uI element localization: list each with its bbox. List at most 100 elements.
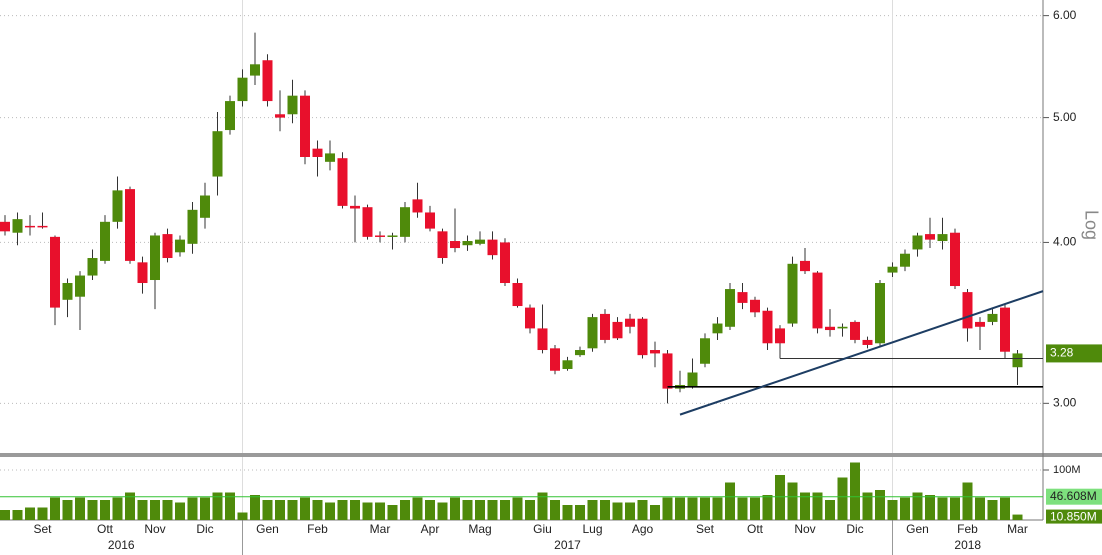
volume-bar <box>837 477 848 520</box>
volume-bar <box>800 492 810 520</box>
volume-bar <box>12 510 23 520</box>
candle-body <box>375 235 385 237</box>
volume-bar <box>562 505 573 520</box>
candle-body <box>87 258 98 276</box>
candle-body <box>700 338 710 364</box>
candle-body <box>337 158 348 206</box>
candle-body <box>650 350 660 354</box>
candle-body <box>162 234 173 259</box>
volume-bar <box>375 502 385 520</box>
candle-body <box>550 348 560 371</box>
volume-bar <box>225 492 235 520</box>
candle-body <box>900 253 910 267</box>
y-tick-label: 5.00 <box>1053 110 1077 124</box>
candle-body <box>50 236 60 308</box>
volume-bar <box>187 497 198 520</box>
volume-bar <box>700 497 710 520</box>
volume-bar <box>575 505 585 520</box>
year-label: 2017 <box>554 538 581 552</box>
candle-body <box>737 292 748 303</box>
candle-body <box>612 321 623 339</box>
candle-body <box>175 239 185 253</box>
x-tick-label: Ago <box>632 522 654 536</box>
candle-body <box>687 372 698 387</box>
x-tick-label: Nov <box>794 522 815 536</box>
candle-body <box>325 153 335 162</box>
volume-bar <box>725 482 735 520</box>
volume-bar <box>100 500 110 520</box>
volume-bar <box>900 497 910 520</box>
volume-bar <box>450 497 460 520</box>
volume-bar <box>275 500 285 520</box>
candle-body <box>312 148 323 157</box>
volume-bar <box>250 495 260 520</box>
candle-body <box>200 195 210 218</box>
candle-body <box>950 232 960 287</box>
volume-bar <box>150 500 160 520</box>
volume-bar <box>1000 497 1010 520</box>
candle-body <box>512 283 523 307</box>
panel-separator <box>0 453 1102 457</box>
volume-average-label: 46.608M <box>1050 489 1097 503</box>
volume-bar <box>537 492 548 520</box>
x-tick-label: Gen <box>256 522 279 536</box>
volume-bar <box>550 500 560 520</box>
volume-bar <box>1012 514 1023 520</box>
x-tick-label: Giu <box>533 522 552 536</box>
volume-bar <box>175 502 185 520</box>
candle-body <box>350 205 360 209</box>
x-tick-label: Apr <box>421 522 440 536</box>
candle-body <box>237 77 248 102</box>
candle-body <box>212 131 223 177</box>
candle-body <box>875 283 885 344</box>
volume-bar <box>600 500 610 520</box>
volume-bar <box>875 490 885 520</box>
label-box <box>1046 509 1102 524</box>
volume-bar <box>937 497 948 520</box>
volume-bar <box>850 462 860 520</box>
candle-body <box>800 260 810 272</box>
volume-bar <box>462 500 473 520</box>
volume-bar <box>675 497 685 520</box>
candle-body <box>637 318 648 356</box>
volume-bar <box>412 497 423 520</box>
candle-body <box>225 101 235 131</box>
x-tick-label: Set <box>33 522 52 536</box>
candle-body <box>450 241 460 249</box>
volume-bar <box>512 497 523 520</box>
trendline <box>679 290 1044 416</box>
volume-bar <box>437 502 448 520</box>
x-tick-label: Nov <box>144 522 165 536</box>
candle-body <box>850 321 860 340</box>
volume-bar <box>587 500 598 520</box>
candle-body <box>462 241 473 246</box>
label-box <box>1046 344 1102 363</box>
volume-bar <box>162 500 173 520</box>
candle-body <box>587 317 598 349</box>
volume-bar <box>625 502 635 520</box>
volume-bar <box>75 497 85 520</box>
candle-body <box>475 239 485 244</box>
volume-bar <box>212 492 223 520</box>
volume-bar <box>687 497 698 520</box>
candle-body <box>1000 307 1010 352</box>
volume-bar <box>787 482 798 520</box>
volume-bar <box>262 500 273 520</box>
year-label: 2018 <box>954 538 981 552</box>
candle-body <box>537 328 548 351</box>
volume-bar <box>387 505 398 520</box>
x-tick-label: Ott <box>747 522 764 536</box>
candle-body <box>887 266 898 273</box>
candle-body <box>1012 353 1023 368</box>
year-label: 2016 <box>108 538 135 552</box>
candle-body <box>362 207 373 237</box>
volume-bar <box>200 497 210 520</box>
x-tick-label: Mar <box>1007 522 1028 536</box>
volume-bar <box>350 500 360 520</box>
candle-body <box>575 350 585 356</box>
volume-bar <box>425 500 435 520</box>
candle-body <box>300 95 310 157</box>
y-tick-label: 3.00 <box>1053 396 1077 410</box>
candle-body <box>262 60 273 102</box>
